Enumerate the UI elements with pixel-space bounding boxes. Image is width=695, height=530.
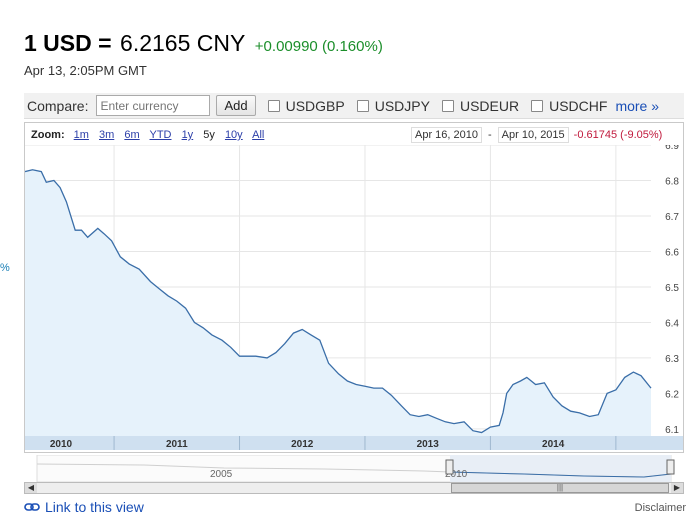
y-tick-label: 6.3 xyxy=(665,354,679,365)
compare-option-usdeur[interactable]: USDEUR xyxy=(441,97,520,114)
range-change: -0.61745 (-9.05%) xyxy=(573,129,663,141)
range-separator: - xyxy=(488,129,492,141)
x-tick-label: 2014 xyxy=(542,439,565,450)
y-tick-label: 6.7 xyxy=(665,212,679,223)
compare-label: Compare: xyxy=(27,97,89,114)
x-tick-label: 2013 xyxy=(417,439,440,450)
series-area xyxy=(25,169,651,437)
zoom-6m[interactable]: 6m xyxy=(124,129,140,141)
compare-option-label: USDEUR xyxy=(459,97,520,114)
y-tick-label: 6.9 xyxy=(665,145,679,152)
navigator-selection[interactable] xyxy=(450,455,671,482)
range-end-date[interactable]: Apr 10, 2015 xyxy=(497,127,569,143)
zoom-label: Zoom: xyxy=(31,129,65,141)
navigator-label-2010: 2010 xyxy=(445,469,468,480)
link-to-view-label: Link to this view xyxy=(45,499,144,515)
x-tick-label: 2011 xyxy=(166,439,188,450)
quote-header: 1 USD = 6.2165 CNY +0.00990 (0.160%) xyxy=(24,30,383,57)
checkbox[interactable] xyxy=(356,99,369,112)
scrollbar-thumb[interactable]: ||| xyxy=(451,483,669,493)
edge-percent-label: % xyxy=(0,262,10,274)
navigator-right-handle[interactable] xyxy=(666,459,675,475)
checkbox[interactable] xyxy=(531,99,544,112)
quote-change: +0.00990 (0.160%) xyxy=(254,38,383,55)
zoom-all[interactable]: All xyxy=(252,129,265,141)
y-tick-label: 6.5 xyxy=(665,283,679,294)
date-range: Apr 16, 2010 - Apr 10, 2015 -0.61745 (-9… xyxy=(411,127,662,143)
compare-currency-input[interactable] xyxy=(96,95,211,116)
scroll-right-icon[interactable]: ▶ xyxy=(671,483,683,493)
navigator[interactable]: 2005 2010 ◀ ||| ▶ xyxy=(24,455,684,494)
disclaimer-link[interactable]: Disclaimer xyxy=(634,502,686,514)
add-currency-button[interactable]: Add xyxy=(216,95,256,116)
y-tick-label: 6.6 xyxy=(665,247,679,258)
quote-rate: 6.2165 CNY xyxy=(120,30,246,56)
compare-option-usdchf[interactable]: USDCHF xyxy=(531,98,607,114)
compare-bar: Compare: Add USDGBP USDJPY USDEUR USDCHF… xyxy=(24,93,684,119)
navigator-selected-line xyxy=(449,471,672,478)
navigator-left-handle[interactable] xyxy=(445,459,454,475)
zoom-10y[interactable]: 10y xyxy=(224,129,243,141)
x-tick-label: 2010 xyxy=(50,439,73,450)
compare-option-label: USDCHF xyxy=(549,97,608,114)
scroll-left-icon[interactable]: ◀ xyxy=(25,483,37,493)
navigator-label-2005: 2005 xyxy=(210,469,233,480)
checkbox[interactable] xyxy=(441,99,454,112)
range-start-date[interactable]: Apr 16, 2010 xyxy=(411,127,482,143)
footer: Link to this view Disclaimer xyxy=(24,499,686,515)
zoom-3m[interactable]: 3m xyxy=(99,129,115,141)
compare-option-usdgbp[interactable]: USDGBP xyxy=(267,97,345,114)
zoom-controls: Zoom: 1m 3m 6m YTD 1y 5y 10y All xyxy=(31,129,271,141)
y-tick-label: 6.4 xyxy=(665,318,679,329)
compare-option-usdjpy[interactable]: USDJPY xyxy=(356,97,430,114)
quote-timestamp: Apr 13, 2:05PM GMT xyxy=(24,63,147,78)
chart-frame: Zoom: 1m 3m 6m YTD 1y 5y 10y All Apr 16,… xyxy=(24,122,684,453)
y-tick-label: 6.1 xyxy=(665,425,679,436)
link-to-view[interactable]: Link to this view xyxy=(24,499,686,515)
link-icon xyxy=(24,503,40,511)
x-tick-label: 2012 xyxy=(291,439,314,450)
compare-option-label: USDJPY xyxy=(374,97,430,114)
x-axis-band xyxy=(25,436,683,450)
series-line[interactable] xyxy=(25,169,652,434)
y-tick-label: 6.2 xyxy=(665,389,679,400)
more-currencies-link[interactable]: more » xyxy=(615,97,660,114)
navigator-chart[interactable]: 2005 2010 xyxy=(24,455,684,482)
zoom-ytd[interactable]: YTD xyxy=(149,129,172,141)
navigator-scrollbar[interactable]: ◀ ||| ▶ xyxy=(24,482,684,494)
compare-option-label: USDGBP xyxy=(285,97,345,114)
quote-base: 1 USD = xyxy=(24,30,112,56)
zoom-1m[interactable]: 1m xyxy=(73,129,89,141)
zoom-5y[interactable]: 5y xyxy=(203,129,215,141)
checkbox[interactable] xyxy=(267,99,280,112)
y-tick-label: 6.8 xyxy=(665,176,679,187)
price-chart[interactable]: 6.1 6.2 6.3 6.4 6.5 6.6 6.7 6.8 6.9 2010 2011 2012 2… xyxy=(25,145,683,453)
zoom-1y[interactable]: 1y xyxy=(181,129,194,141)
